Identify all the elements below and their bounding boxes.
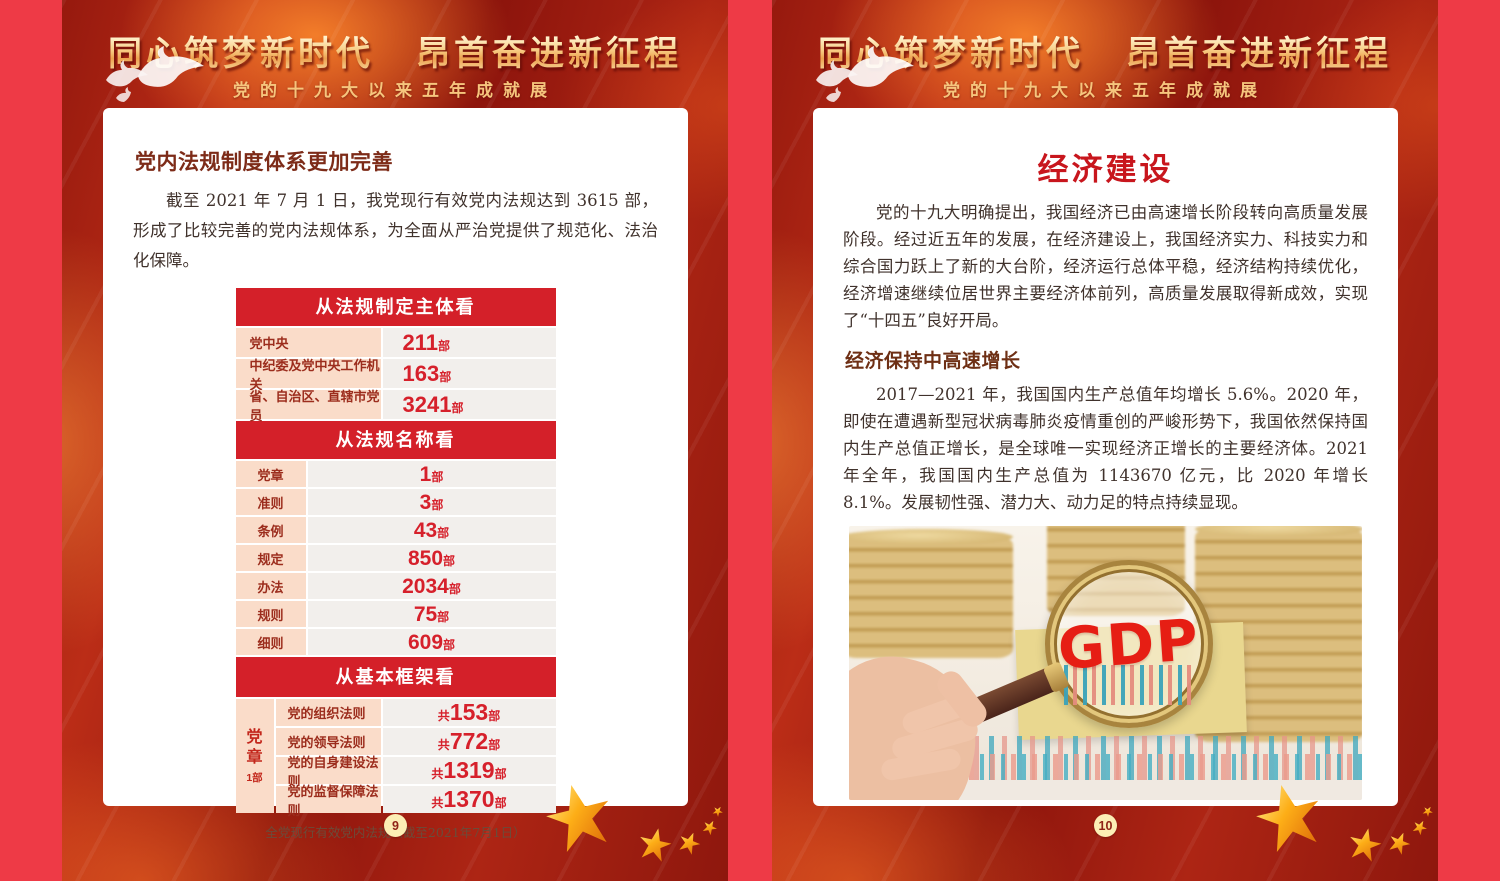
chart-baseline (849, 780, 1362, 800)
bar-chart-magnified (1064, 665, 1194, 705)
banner-title-right: 昂首奋进新征程 (1126, 35, 1392, 73)
star-icon (540, 777, 618, 855)
table-row: 规则 75 部 (235, 601, 556, 627)
table-title: 从法规制定主体看 (235, 288, 556, 326)
page-number-badge: 10 (1094, 814, 1117, 837)
star-icon (636, 825, 674, 863)
star-icon (701, 818, 720, 837)
coin-stack-icon (849, 529, 1013, 658)
star-icon (1411, 818, 1430, 837)
table-row: 党的监督保障法则 共 1370 部 (275, 784, 556, 818)
table-row: 党的组织法则 共 153 部 (275, 699, 556, 726)
star-icon (711, 804, 725, 818)
table-by-framework: 从基本框架看 党章 1部 党的组织法则 共 153 部 党的领 (235, 657, 556, 818)
doves-icon (816, 46, 914, 102)
star-icon (1386, 829, 1413, 856)
page-10-panel: 同心筑梦新时代 昂首奋进新征程 党的十九大以来五年成就展 经济建设 党的十九大明确… (772, 0, 1438, 881)
table-by-enacting-body: 从法规制定主体看 党中央 211 部 中纪委及党中央工作机关 163 部 省、自治区… (235, 288, 556, 423)
left-intro-paragraph: 截至 2021 年 7 月 1 日，我党现行有效党内法规达到 3615 部，形成… (133, 191, 658, 270)
banner-title-right: 昂首奋进新征程 (416, 35, 682, 73)
table-row: 中纪委及党中央工作机关 163 部 (235, 358, 556, 392)
gdp-photo: GDP (849, 526, 1362, 800)
banner-subtitle: 党的十九大以来五年成就展 (943, 81, 1267, 100)
table-row: 党的领导法则 共 772 部 (275, 728, 556, 755)
magnifier-lens-icon (1045, 560, 1213, 728)
table-row: 省、自治区、直辖市党员 3241 部 (235, 389, 556, 423)
table-title: 从法规名称看 (235, 421, 556, 459)
table-title: 从基本框架看 (235, 657, 556, 697)
economy-paragraph-1: 党的十九大明确提出，我国经济已由高速增长阶段转向高质量发展阶段。经过近五年的发展… (843, 203, 1368, 330)
left-section-heading: 党内法规制度体系更加完善 (135, 151, 393, 174)
star-icon (1421, 804, 1435, 818)
star-icon (676, 829, 703, 856)
economy-title: 经济建设 (1037, 152, 1174, 188)
regulations-tables: 从法规制定主体看 党中央 211 部 中纪委及党中央工作机关 163 部 省、自治区… (235, 288, 556, 841)
table-row: 细则 609 部 (235, 629, 556, 655)
page-number-badge: 9 (384, 814, 407, 837)
star-icon (1250, 777, 1328, 855)
table-row: 条例 43 部 (235, 517, 556, 543)
star-decoration (517, 778, 727, 878)
right-page-card: 经济建设 党的十九大明确提出，我国经济已由高速增长阶段转向高质量发展阶段。经过近… (813, 108, 1398, 806)
table-row: 规定 850 部 (235, 545, 556, 571)
table-row: 办法 2034 部 (235, 573, 556, 599)
banner-subtitle: 党的十九大以来五年成就展 (233, 81, 557, 100)
framework-span-cell: 党章 1部 (235, 699, 274, 813)
page-9-panel: 同心筑梦新时代 昂首奋进新征程 党的十九大以来五年成就展 党内法规制度体系更加完善… (62, 0, 728, 881)
table-row: 党的自身建设法则 共 1319 部 (275, 755, 556, 789)
doves-icon (106, 46, 204, 102)
left-page-card: 党内法规制度体系更加完善 截至 2021 年 7 月 1 日，我党现行有效党内法… (103, 108, 688, 840)
star-decoration (1227, 778, 1437, 878)
economy-paragraph-2: 2017—2021 年，我国国内生产总值年均增长 5.6%。2020 年，即使在… (843, 385, 1368, 512)
table-row: 党中央 211 部 (235, 328, 556, 357)
economy-subheading: 经济保持中高速增长 (845, 351, 1021, 372)
star-icon (1346, 825, 1384, 863)
